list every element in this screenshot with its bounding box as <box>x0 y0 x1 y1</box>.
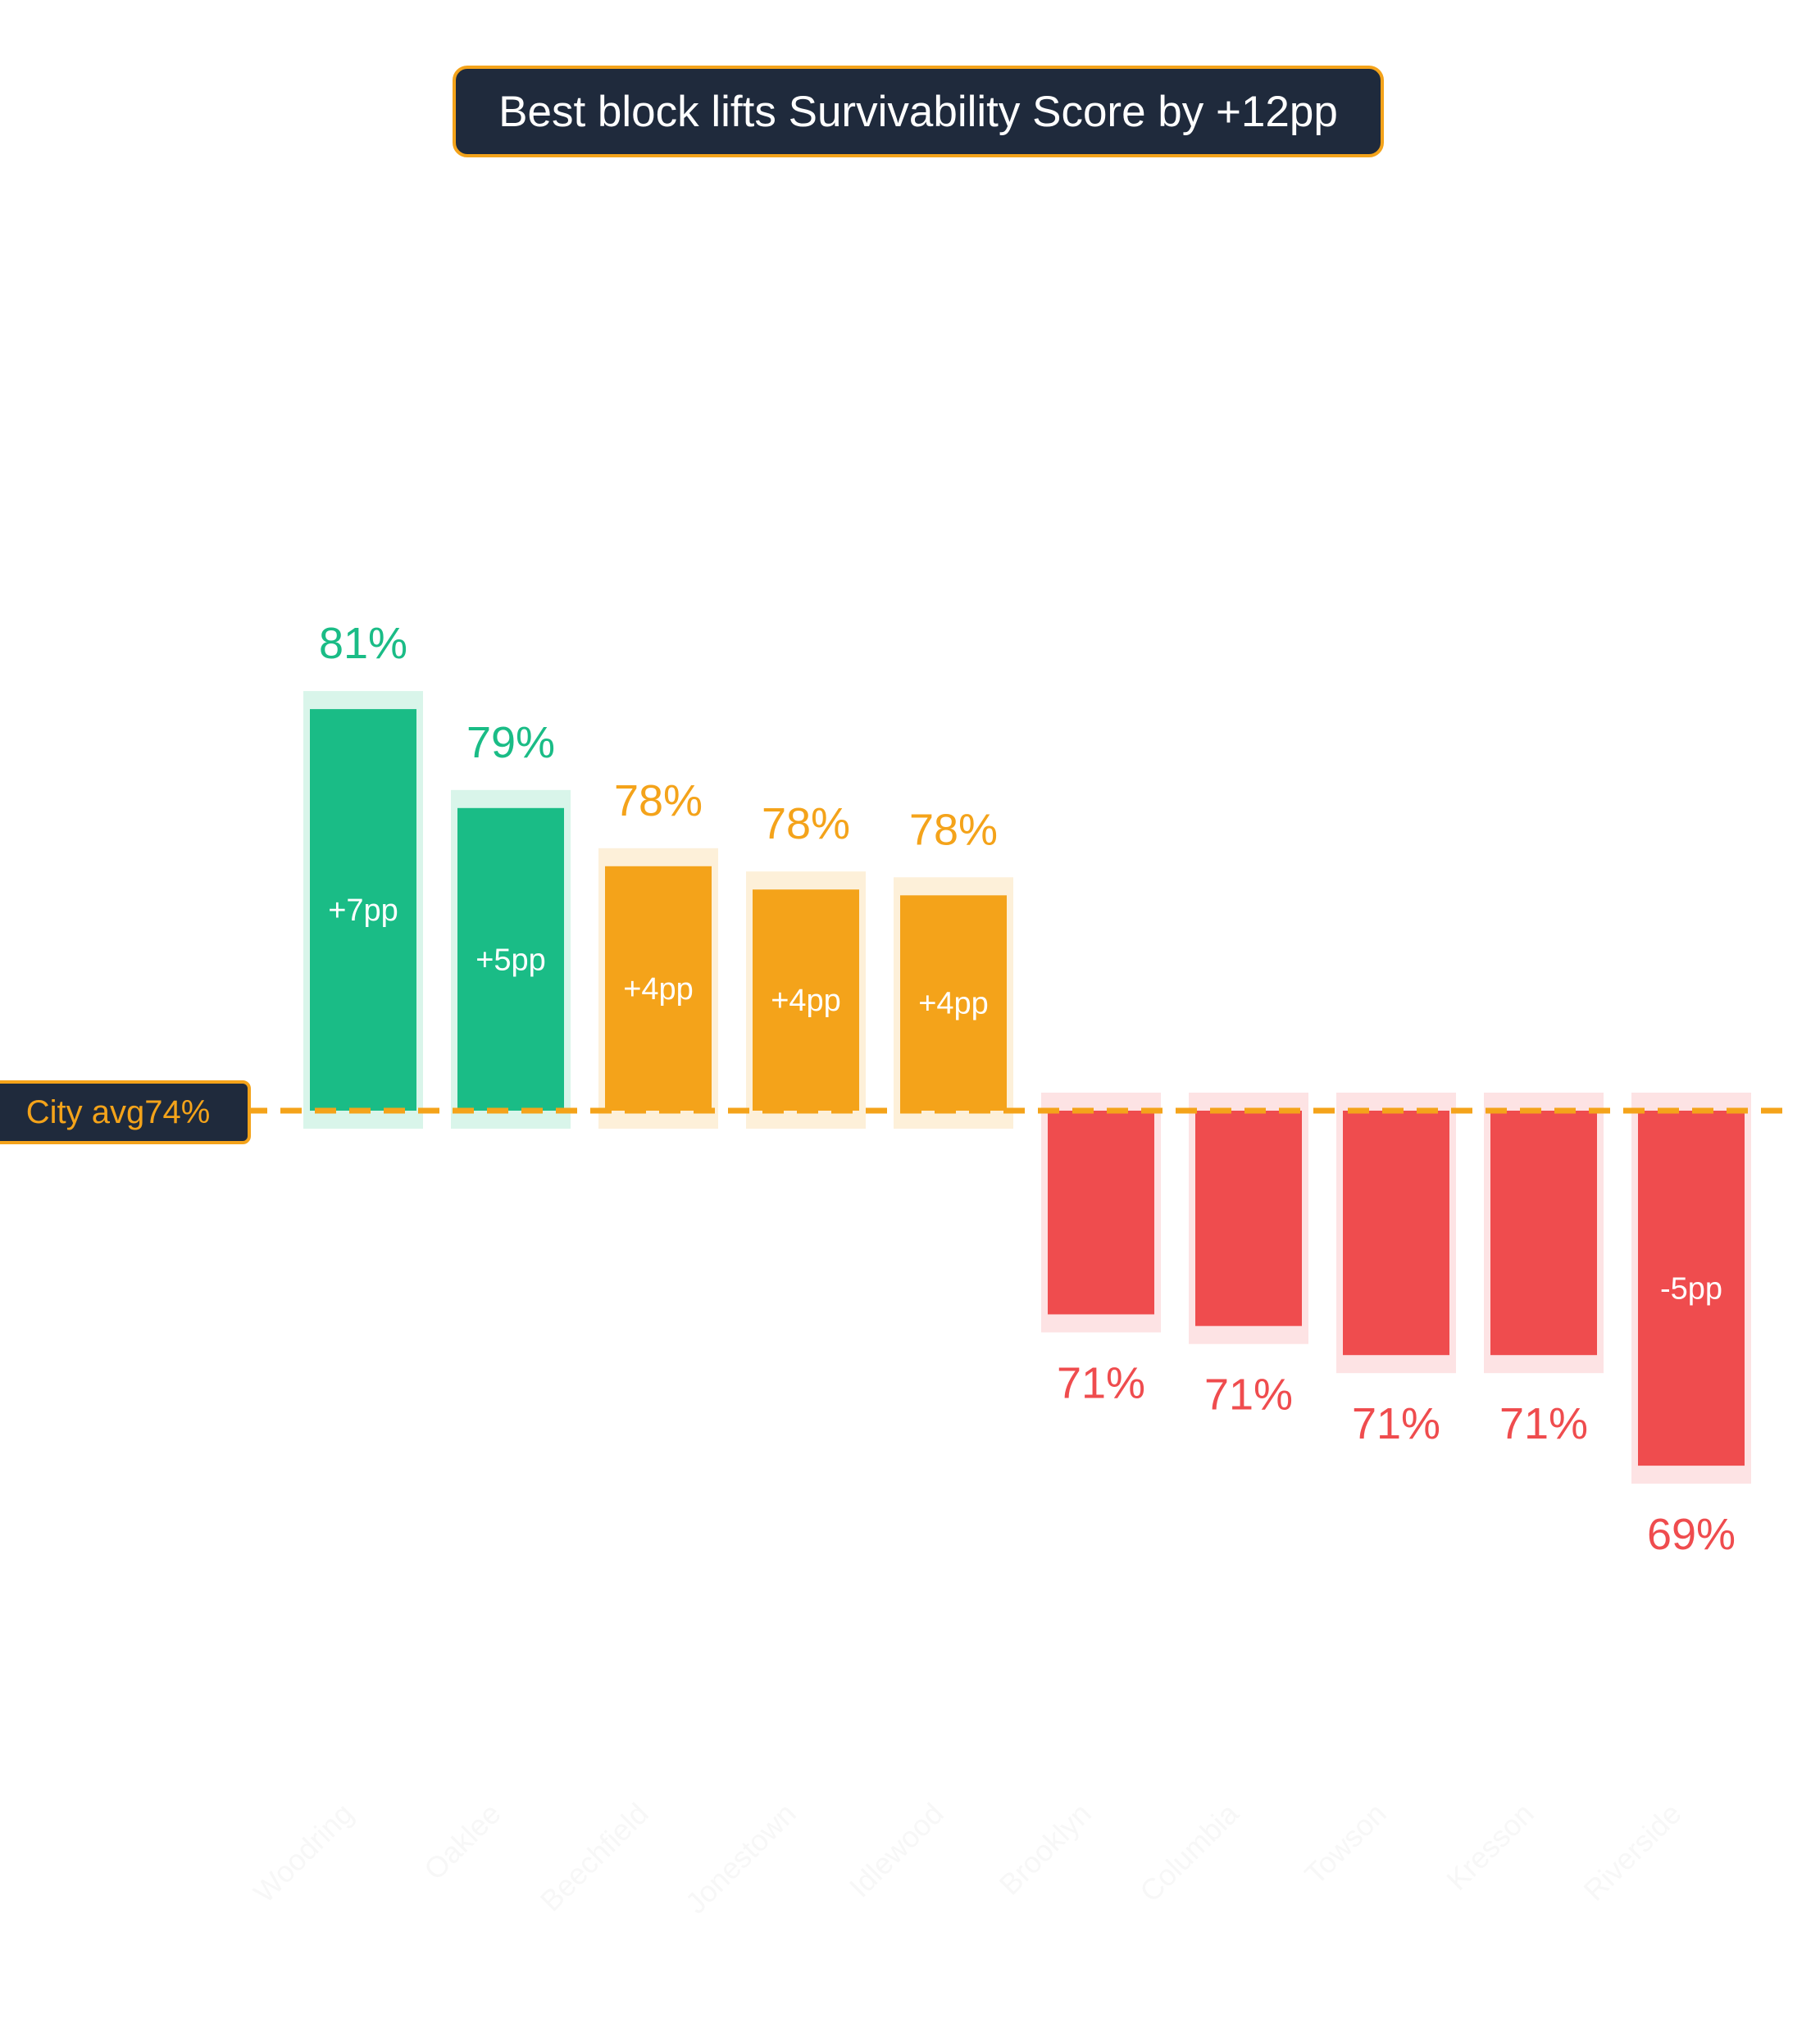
value-label-woodring: 81% <box>319 619 407 668</box>
delta-label-woodring: +7pp <box>328 893 398 928</box>
city-average-value: 74% <box>144 1093 211 1130</box>
bar-beechfield <box>605 866 712 1111</box>
chart-title: Best block lifts Survivability Score by … <box>453 66 1384 157</box>
category-label-kresson: Kresson <box>1440 1797 1540 1897</box>
category-label-riverside: Riverside <box>1577 1797 1688 1907</box>
delta-label-beechfield: +4pp <box>623 972 694 1007</box>
value-label-kresson: 71% <box>1499 1399 1588 1448</box>
value-label-towson: 71% <box>1352 1399 1440 1448</box>
bar-columbia <box>1195 1111 1302 1326</box>
delta-label-jonestown: +4pp <box>771 984 841 1018</box>
value-label-jonestown: 78% <box>762 799 850 848</box>
city-average-label: City avg <box>25 1093 145 1130</box>
bar-woodring <box>310 709 416 1111</box>
category-label-idlewood: Idlewood <box>843 1797 950 1904</box>
category-label-woodring: Woodring <box>247 1797 359 1909</box>
bars-layer <box>303 691 1751 1484</box>
value-label-beechfield: 78% <box>614 776 703 825</box>
category-label-columbia: Columbia <box>1133 1796 1245 1908</box>
value-label-idlewood: 78% <box>909 805 998 854</box>
value-label-oaklee: 79% <box>466 718 555 767</box>
category-label-oaklee: Oaklee <box>417 1797 507 1887</box>
bar-idlewood <box>900 895 1007 1111</box>
bar-oaklee <box>457 807 564 1111</box>
category-label-towson: Towson <box>1298 1797 1392 1891</box>
bar-riverside <box>1638 1111 1745 1466</box>
delta-label-oaklee: +5pp <box>475 943 546 977</box>
value-label-columbia: 71% <box>1204 1371 1293 1420</box>
bar-brooklyn <box>1048 1111 1154 1315</box>
value-label-brooklyn: 71% <box>1057 1359 1145 1408</box>
chart-title-text: Best block lifts Survivability Score by … <box>498 87 1338 136</box>
category-label-brooklyn: Brooklyn <box>993 1797 1098 1902</box>
delta-label-riverside: -5pp <box>1660 1272 1722 1307</box>
category-label-beechfield: Beechfield <box>534 1797 655 1918</box>
bar-kresson <box>1490 1111 1597 1356</box>
bar-towson <box>1343 1111 1449 1356</box>
bar-jonestown <box>753 889 859 1111</box>
city-average-badge: City avg 74% <box>0 1080 251 1144</box>
value-label-riverside: 69% <box>1647 1510 1736 1559</box>
category-label-jonestown: Jonestown <box>679 1797 803 1921</box>
delta-label-idlewood: +4pp <box>918 987 989 1021</box>
